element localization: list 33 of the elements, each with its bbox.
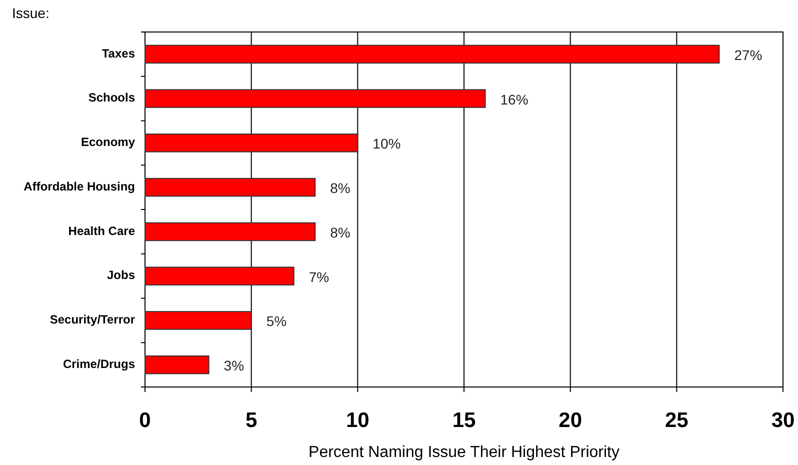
y-tick-label: Health Care	[68, 224, 136, 238]
y-tick-label: Schools	[88, 90, 136, 105]
bar	[144, 311, 252, 330]
data-label: 7%	[308, 268, 330, 285]
y-tick-label: Economy	[80, 135, 136, 150]
y-tick-label: Taxes	[102, 46, 136, 60]
y-tick-label: Affordable Housing	[24, 179, 135, 194]
bar	[144, 89, 486, 108]
x-tick-label: 5	[245, 409, 258, 432]
x-axis-title: Percent Naming Issue Their Highest Priority	[308, 444, 620, 461]
x-tick-label: 20	[558, 409, 582, 432]
y-axis-title: Issue:	[12, 5, 50, 21]
bar	[144, 222, 316, 242]
y-tick-label: Crime/Drugs	[62, 356, 136, 371]
data-label: 27%	[734, 46, 762, 63]
data-label: 10%	[372, 136, 401, 152]
y-tick-label: Jobs	[106, 268, 136, 282]
x-tick-label: 15	[452, 409, 476, 432]
data-label: 3%	[224, 358, 244, 374]
data-label: 8%	[330, 224, 350, 240]
bar	[144, 266, 294, 286]
data-label: 5%	[266, 313, 287, 330]
x-tick-label: 10	[346, 409, 370, 432]
x-tick-label: 25	[664, 409, 689, 432]
data-label: 8%	[330, 180, 350, 196]
data-label: 16%	[500, 91, 528, 108]
y-tick-label: Security/Terror	[50, 312, 136, 327]
bar	[144, 178, 316, 197]
bar	[144, 355, 210, 374]
bar	[144, 134, 358, 152]
bar	[144, 44, 720, 64]
x-tick-label: 0	[139, 409, 151, 432]
x-tick-label: 30	[771, 409, 795, 432]
